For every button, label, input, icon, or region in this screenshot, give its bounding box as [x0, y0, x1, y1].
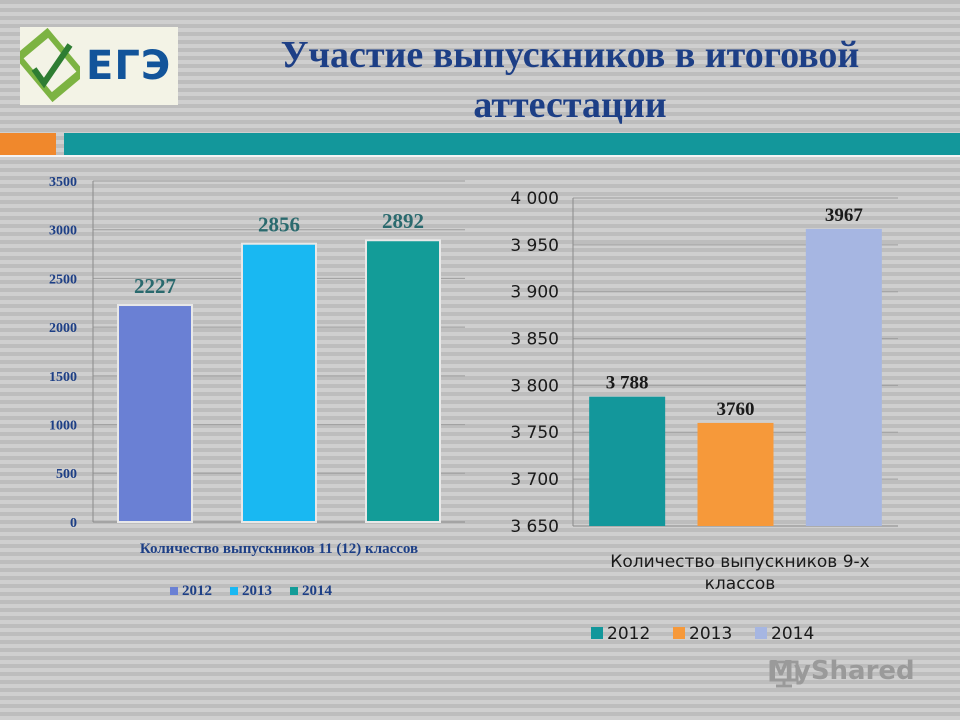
chart2-y-tick-label: 3 900: [510, 283, 559, 303]
chart1-x-axis-title: Количество выпускников 11 (12) классов: [140, 541, 418, 557]
header-divider: [0, 155, 960, 157]
page-title: Участие выпускников в итоговой аттестаци…: [280, 34, 860, 126]
chart2-data-label-2014: 3967: [825, 205, 864, 226]
chart1-bar-2012: [117, 304, 193, 524]
chart2-y-tick-label: 4 000: [510, 189, 559, 209]
chart2-x-axis-title: Количество выпускников 9-х классов: [610, 552, 869, 594]
chart1-bar-2014: [365, 239, 441, 523]
chart2-legend-label-2012: 2012: [607, 624, 650, 644]
watermark: MyShared: [768, 656, 915, 688]
chart1-legend-label-2013: 2013: [242, 583, 272, 599]
chart1-y-tick-label: 1000: [49, 418, 77, 433]
chart2-y-tick-label: 3 800: [510, 376, 559, 396]
chart1-y-tick-label: 0: [70, 516, 77, 531]
chart1-legend-swatch-2012: [170, 587, 178, 595]
chart1-legend-label-2014: 2014: [302, 583, 333, 599]
chart2-data-label-2013: 3760: [717, 399, 755, 420]
chart2-data-label-2012: 3 788: [606, 373, 649, 394]
chart1-y-tick-label: 3000: [49, 224, 77, 239]
chart2-y-tick-label: 3 850: [510, 330, 559, 350]
header-accent-orange: [0, 133, 56, 155]
chart2-legend-label-2013: 2013: [689, 624, 732, 644]
chart1-bar-2013: [241, 242, 317, 524]
chart1-legend-swatch-2014: [290, 587, 298, 595]
chart2-y-tick-label: 3 650: [510, 517, 559, 537]
watermark-icon: [769, 660, 799, 688]
chart2-legend-swatch-2012: [591, 627, 603, 639]
chart1-data-label-2012: 2227: [134, 274, 176, 298]
chart2-y-tick-label: 3 700: [510, 470, 559, 490]
chart2-y-tick-label: 3 750: [510, 423, 559, 443]
chart2-y-tick-label: 3 950: [510, 236, 559, 256]
chart2-bar-2013: [697, 422, 774, 526]
chart2-legend-label-2014: 2014: [771, 624, 814, 644]
chart1-y-tick-label: 3500: [49, 175, 77, 190]
chart2-bar-2012: [589, 396, 666, 526]
chart2-bar-2014: [805, 228, 882, 526]
header-accent-teal: [64, 133, 960, 155]
chart2-legend-swatch-2014: [755, 627, 767, 639]
chart2-legend-swatch-2013: [673, 627, 685, 639]
chart1-y-tick-label: 2000: [49, 321, 77, 336]
chart1-data-label-2014: 2892: [382, 209, 424, 233]
ege-logo-emblem: [20, 27, 80, 103]
logo-text: ЕГЭ: [86, 43, 172, 89]
chart1-legend-swatch-2013: [230, 587, 238, 595]
chart1-y-tick-label: 2500: [49, 272, 77, 287]
chart1-data-label-2013: 2856: [258, 213, 300, 237]
ege-logo: ЕГЭ: [20, 27, 178, 105]
chart1-legend-label-2012: 2012: [182, 583, 212, 599]
chart1-y-tick-label: 500: [56, 467, 77, 482]
chart1-y-tick-label: 1500: [49, 370, 77, 385]
